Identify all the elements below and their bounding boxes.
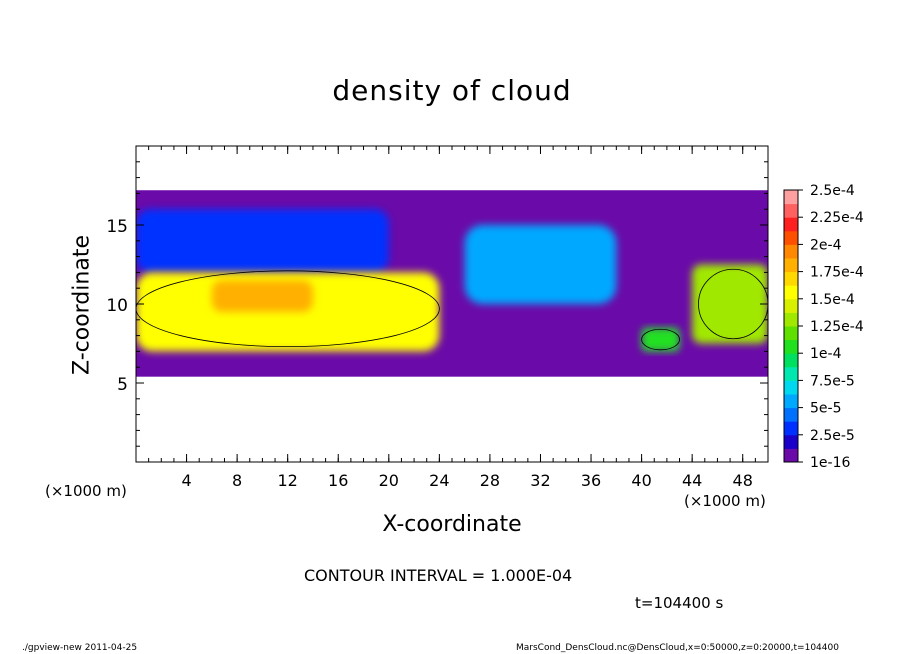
colorbar-swatch	[784, 394, 798, 409]
y-axis-ticks: 5 10 15	[106, 145, 768, 463]
colorbar-label: 2e-4	[810, 237, 842, 253]
colorbar-label: 7.5e-5	[810, 373, 855, 389]
colorbar-swatch	[784, 353, 798, 368]
y-tick-label: 10	[106, 296, 128, 316]
contour-line-0	[136, 270, 440, 348]
colorbar-swatch	[784, 244, 798, 259]
x-tick-label: 16	[328, 471, 348, 490]
colorbar-swatch	[784, 421, 798, 436]
footer-program-date: ./gpview-new 2011-04-25	[22, 643, 138, 653]
density-field	[136, 190, 768, 377]
x-unit-label-right: (×1000 m)	[684, 492, 766, 510]
colorbar-label: 2.5e-5	[810, 428, 855, 444]
colorbar-swatch	[784, 271, 798, 286]
footer-data-source: MarsCond_DensCloud.nc@DensCloud,x=0:5000…	[516, 643, 839, 653]
colorbar-swatch	[784, 190, 798, 205]
x-unit-label-left: (×1000 m)	[45, 482, 127, 500]
colorbar-swatch	[784, 217, 798, 232]
x-tick-label: 24	[429, 471, 449, 490]
chart-title: density of cloud	[332, 74, 572, 107]
colorbar-swatch	[784, 258, 798, 273]
colorbar-swatch	[784, 366, 798, 381]
colorbar-swatch	[784, 203, 798, 218]
x-tick-label: 20	[379, 471, 399, 490]
colorbar-swatch	[784, 285, 798, 300]
region-4	[464, 225, 617, 304]
colorbar-label: 5e-5	[810, 401, 841, 417]
contour-interval-note: CONTOUR INTERVAL = 1.000E-04	[304, 566, 573, 585]
colorbar-label: 2.5e-4	[810, 183, 855, 199]
colorbar-swatch	[784, 298, 798, 313]
colorbar-label: 1e-16	[810, 455, 850, 471]
region-1	[136, 209, 389, 273]
colorbar-label: 1.5e-4	[810, 292, 855, 308]
x-tick-label: 8	[232, 471, 242, 490]
x-tick-label: 28	[480, 471, 500, 490]
x-axis-label: X-coordinate	[382, 512, 522, 537]
colorbar-label: 1.25e-4	[810, 319, 864, 335]
colorbar-swatch	[784, 448, 798, 463]
x-tick-label: 48	[733, 471, 753, 490]
colorbar-swatch	[784, 339, 798, 354]
colorbar: 2.5e-4 2.25e-4 2e-4 1.75e-4 1.5e-4 1.25e-4 1e-…	[783, 183, 864, 471]
colorbar-swatch	[784, 326, 798, 341]
x-tick-label: 32	[530, 471, 550, 490]
region-6	[641, 327, 680, 352]
x-tick-label: 40	[631, 471, 651, 490]
x-tick-label: 44	[682, 471, 702, 490]
colorbar-label: 1.75e-4	[810, 265, 864, 281]
colorbar-swatch	[784, 312, 798, 327]
colorbar-label: 2.25e-4	[810, 210, 864, 226]
x-axis-ticks: 4 8 12 16 20 24 28 32 36 40 44 48	[135, 146, 769, 490]
region-5	[692, 264, 768, 344]
region-3	[211, 280, 313, 312]
x-tick-label: 12	[278, 471, 298, 490]
x-tick-label: 36	[581, 471, 601, 490]
colorbar-swatch	[784, 230, 798, 245]
x-tick-label: 4	[181, 471, 191, 490]
contour-line-2	[641, 328, 680, 351]
y-tick-label: 15	[106, 217, 128, 237]
colorbar-label: 1e-4	[810, 346, 842, 362]
y-tick-label: 5	[117, 375, 128, 395]
time-label: t=104400 s	[635, 594, 724, 612]
colorbar-swatch	[784, 380, 798, 395]
colorbar-swatch	[784, 434, 798, 449]
colorbar-swatch	[784, 407, 798, 422]
